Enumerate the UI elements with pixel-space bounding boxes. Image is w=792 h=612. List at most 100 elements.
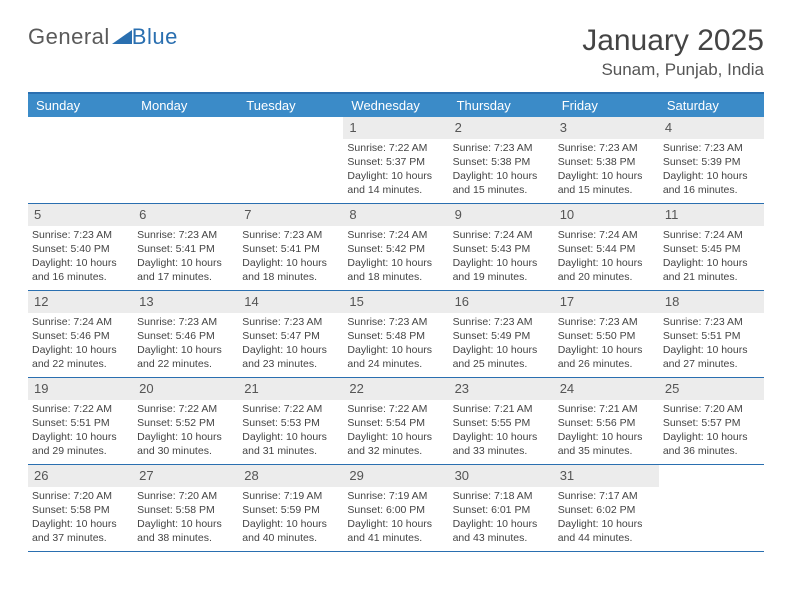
day-info-line: Sunset: 5:52 PM (137, 416, 234, 430)
day-info-line: and 24 minutes. (347, 357, 444, 371)
day-info-line: Daylight: 10 hours (347, 256, 444, 270)
week-row: 26Sunrise: 7:20 AMSunset: 5:58 PMDayligh… (28, 465, 764, 552)
day-number-bar: 26 (28, 465, 133, 487)
day-info-line: Sunrise: 7:22 AM (137, 402, 234, 416)
calendar: SundayMondayTuesdayWednesdayThursdayFrid… (28, 92, 764, 552)
day-number-bar: 11 (659, 204, 764, 226)
day-info-line: Sunrise: 7:23 AM (453, 141, 550, 155)
day-info-line: Sunset: 6:01 PM (453, 503, 550, 517)
day-number-bar: 2 (449, 117, 554, 139)
day-info-line: Sunset: 5:37 PM (347, 155, 444, 169)
day-info-line: and 41 minutes. (347, 531, 444, 545)
day-info-line: and 31 minutes. (242, 444, 339, 458)
day-info-line: and 29 minutes. (32, 444, 129, 458)
day-number-bar: 15 (343, 291, 448, 313)
day-info-line: and 40 minutes. (242, 531, 339, 545)
day-info-line: Sunset: 5:38 PM (453, 155, 550, 169)
day-number: 16 (455, 294, 469, 309)
day-cell: 7Sunrise: 7:23 AMSunset: 5:41 PMDaylight… (238, 204, 343, 290)
day-number-bar: 10 (554, 204, 659, 226)
day-info-line: Daylight: 10 hours (347, 343, 444, 357)
day-info-line: Sunset: 5:58 PM (137, 503, 234, 517)
day-info-line: and 43 minutes. (453, 531, 550, 545)
day-info-line: Sunrise: 7:23 AM (137, 228, 234, 242)
day-info-line: Sunset: 5:46 PM (32, 329, 129, 343)
day-info-line: Sunset: 5:44 PM (558, 242, 655, 256)
day-number: 12 (34, 294, 48, 309)
logo-word2: Blue (132, 27, 178, 47)
day-cell: 9Sunrise: 7:24 AMSunset: 5:43 PMDaylight… (449, 204, 554, 290)
day-info-line: Sunrise: 7:18 AM (453, 489, 550, 503)
day-info-line: Sunrise: 7:19 AM (242, 489, 339, 503)
day-info-line: and 35 minutes. (558, 444, 655, 458)
day-cell: 31Sunrise: 7:17 AMSunset: 6:02 PMDayligh… (554, 465, 659, 551)
day-cell: 12Sunrise: 7:24 AMSunset: 5:46 PMDayligh… (28, 291, 133, 377)
day-number-bar: 3 (554, 117, 659, 139)
day-info-line: Sunrise: 7:23 AM (32, 228, 129, 242)
week-row: 12Sunrise: 7:24 AMSunset: 5:46 PMDayligh… (28, 291, 764, 378)
day-number: 27 (139, 468, 153, 483)
day-info-line: Sunrise: 7:23 AM (242, 228, 339, 242)
day-cell: 6Sunrise: 7:23 AMSunset: 5:41 PMDaylight… (133, 204, 238, 290)
day-number-bar: 25 (659, 378, 764, 400)
day-number: 4 (665, 120, 672, 135)
day-info-line: Sunrise: 7:20 AM (663, 402, 760, 416)
day-info-line: and 22 minutes. (137, 357, 234, 371)
day-info-line: Sunset: 5:47 PM (242, 329, 339, 343)
day-cell: 11Sunrise: 7:24 AMSunset: 5:45 PMDayligh… (659, 204, 764, 290)
day-info-line: Daylight: 10 hours (453, 343, 550, 357)
day-number-bar: 31 (554, 465, 659, 487)
day-info-line: Daylight: 10 hours (663, 169, 760, 183)
day-info-line: Sunset: 5:56 PM (558, 416, 655, 430)
day-number-bar: 9 (449, 204, 554, 226)
week-row: 5Sunrise: 7:23 AMSunset: 5:40 PMDaylight… (28, 204, 764, 291)
day-info-line: and 22 minutes. (32, 357, 129, 371)
day-header: Saturday (659, 94, 764, 117)
day-info-line: Daylight: 10 hours (453, 430, 550, 444)
day-cell (238, 117, 343, 203)
day-info-line: Daylight: 10 hours (32, 343, 129, 357)
day-number: 17 (560, 294, 574, 309)
day-number: 28 (244, 468, 258, 483)
day-info-line: Daylight: 10 hours (558, 343, 655, 357)
day-number: 11 (665, 207, 679, 222)
day-info-line: Sunset: 5:40 PM (32, 242, 129, 256)
day-header: Sunday (28, 94, 133, 117)
day-cell (28, 117, 133, 203)
day-header: Monday (133, 94, 238, 117)
day-cell: 3Sunrise: 7:23 AMSunset: 5:38 PMDaylight… (554, 117, 659, 203)
day-number-bar: 29 (343, 465, 448, 487)
day-info-line: and 27 minutes. (663, 357, 760, 371)
day-info-line: Sunset: 5:53 PM (242, 416, 339, 430)
day-number: 8 (349, 207, 356, 222)
day-info-line: and 15 minutes. (453, 183, 550, 197)
day-cell: 27Sunrise: 7:20 AMSunset: 5:58 PMDayligh… (133, 465, 238, 551)
day-number-bar: 4 (659, 117, 764, 139)
day-info-line: Daylight: 10 hours (663, 343, 760, 357)
day-info-line: Sunset: 5:50 PM (558, 329, 655, 343)
day-info-line: Daylight: 10 hours (347, 517, 444, 531)
day-info-line: and 30 minutes. (137, 444, 234, 458)
day-info-line: Sunset: 5:43 PM (453, 242, 550, 256)
day-cell: 17Sunrise: 7:23 AMSunset: 5:50 PMDayligh… (554, 291, 659, 377)
day-info-line: Sunset: 5:38 PM (558, 155, 655, 169)
day-info-line: and 16 minutes. (663, 183, 760, 197)
day-number: 25 (665, 381, 679, 396)
day-cell: 18Sunrise: 7:23 AMSunset: 5:51 PMDayligh… (659, 291, 764, 377)
day-number: 9 (455, 207, 462, 222)
day-info-line: Daylight: 10 hours (453, 169, 550, 183)
day-info-line: Sunrise: 7:22 AM (347, 141, 444, 155)
day-header: Tuesday (238, 94, 343, 117)
day-number-bar: 8 (343, 204, 448, 226)
day-cell: 10Sunrise: 7:24 AMSunset: 5:44 PMDayligh… (554, 204, 659, 290)
day-number-bar: 30 (449, 465, 554, 487)
day-cell: 29Sunrise: 7:19 AMSunset: 6:00 PMDayligh… (343, 465, 448, 551)
day-info-line: and 18 minutes. (242, 270, 339, 284)
day-number: 15 (349, 294, 363, 309)
week-row: 1Sunrise: 7:22 AMSunset: 5:37 PMDaylight… (28, 117, 764, 204)
day-cell: 23Sunrise: 7:21 AMSunset: 5:55 PMDayligh… (449, 378, 554, 464)
day-number: 7 (244, 207, 251, 222)
day-info-line: Sunrise: 7:23 AM (453, 315, 550, 329)
day-number: 26 (34, 468, 48, 483)
day-info-line: Sunset: 5:48 PM (347, 329, 444, 343)
